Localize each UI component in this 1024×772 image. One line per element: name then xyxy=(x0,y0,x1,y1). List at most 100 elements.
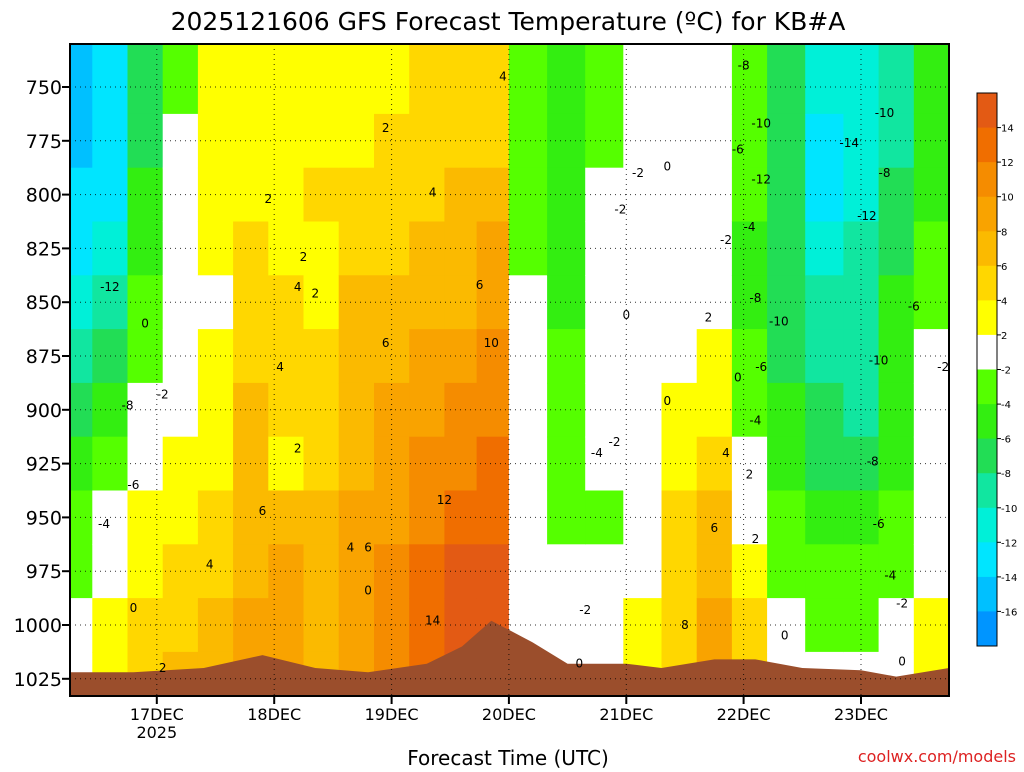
temperature-cell xyxy=(805,275,844,330)
temperature-cell xyxy=(92,44,129,115)
temperature-cell xyxy=(623,329,662,384)
colorbar-tick-label: 4 xyxy=(1001,296,1007,307)
contour-label: 2 xyxy=(300,250,308,264)
x-tick-label: 17DEC xyxy=(130,705,184,724)
y-tick-label: 1000 xyxy=(14,615,62,637)
contour-label: 0 xyxy=(364,584,372,598)
temperature-cell xyxy=(661,436,698,492)
x-tick-label: 21DEC xyxy=(599,705,653,724)
temperature-cell xyxy=(233,113,269,169)
temperature-cell xyxy=(268,221,305,276)
temperature-cell xyxy=(338,167,375,223)
temperature-cell xyxy=(476,44,510,115)
temperature-cell xyxy=(476,329,510,384)
temperature-cell xyxy=(409,436,445,492)
temperature-cell xyxy=(731,113,768,169)
temperature-cell xyxy=(508,544,548,599)
temperature-cell xyxy=(508,490,548,545)
temperature-cell xyxy=(508,329,548,384)
temperature-cell xyxy=(878,490,915,545)
plot-area xyxy=(70,44,949,696)
temperature-cell xyxy=(805,436,844,492)
temperature-cell xyxy=(585,167,624,223)
temperature-cell xyxy=(878,544,915,599)
temperature-cell xyxy=(805,382,844,438)
temperature-cell xyxy=(547,544,586,599)
colorbar-tick-label: 8 xyxy=(1001,227,1007,238)
temperature-cell xyxy=(508,436,548,492)
temperature-cell xyxy=(409,113,445,169)
temperature-cell xyxy=(547,44,586,115)
contour-label: 2 xyxy=(746,467,754,481)
temperature-cell xyxy=(696,436,733,492)
temperature-cell xyxy=(878,329,915,384)
temperature-cell xyxy=(338,382,375,438)
colorbar-swatch xyxy=(977,438,997,474)
colorbar-swatch xyxy=(977,93,997,129)
temperature-cell xyxy=(623,113,662,169)
temperature-cell xyxy=(409,329,445,384)
temperature-cell xyxy=(661,544,698,599)
colorbar-tick-label: -4 xyxy=(1001,400,1011,411)
contour-label: 12 xyxy=(437,493,452,507)
temperature-cell xyxy=(374,436,410,492)
temperature-cell xyxy=(338,275,375,330)
x-tick-label: 19DEC xyxy=(365,705,419,724)
contour-label: 0 xyxy=(734,371,742,385)
temperature-cell xyxy=(70,167,93,223)
temperature-cell xyxy=(268,490,305,545)
temperature-cell xyxy=(913,44,949,115)
colorbar-tick-label: 2 xyxy=(1001,331,1007,342)
temperature-cell xyxy=(623,490,662,545)
temperature-cell xyxy=(268,167,305,223)
temperature-cell xyxy=(623,221,662,276)
colorbar-swatch xyxy=(977,334,997,370)
temperature-cell xyxy=(731,44,768,115)
temperature-cell xyxy=(767,221,806,276)
contour-label: -4 xyxy=(98,517,110,531)
y-tick-label: 1025 xyxy=(14,669,62,691)
temperature-cell xyxy=(338,436,375,492)
temperature-cell xyxy=(233,382,269,438)
temperature-cell xyxy=(696,275,733,330)
temperature-cell xyxy=(805,44,844,115)
temperature-cell xyxy=(585,221,624,276)
temperature-cell xyxy=(268,598,305,653)
temperature-cell xyxy=(661,598,698,653)
temperature-cell xyxy=(696,167,733,223)
temperature-cell xyxy=(303,436,340,492)
contour-label: -6 xyxy=(873,517,885,531)
y-tick-label: 925 xyxy=(26,454,62,476)
temperature-cell xyxy=(70,113,93,169)
temperature-cell xyxy=(268,544,305,599)
temperature-cell xyxy=(409,44,445,115)
x-tick-label: 23DEC xyxy=(834,705,888,724)
temperature-cell xyxy=(374,221,410,276)
temperature-cell xyxy=(767,598,806,653)
temperature-cell xyxy=(508,382,548,438)
temperature-cell xyxy=(303,329,340,384)
temperature-cell xyxy=(233,490,269,545)
contour-label: -2 xyxy=(157,388,169,402)
colorbar-tick-label: -12 xyxy=(1001,538,1017,549)
temperature-cell xyxy=(878,221,915,276)
colorbar-swatch xyxy=(977,473,997,509)
temperature-cell xyxy=(767,544,806,599)
contour-label: 0 xyxy=(141,317,149,331)
temperature-cell xyxy=(696,44,733,115)
contour-label: 4 xyxy=(429,186,437,200)
colorbar-swatch xyxy=(977,196,997,232)
contour-label: 4 xyxy=(722,446,730,460)
temperature-cell xyxy=(913,167,949,223)
temperature-cell xyxy=(585,490,624,545)
temperature-cell xyxy=(547,382,586,438)
contour-label: -8 xyxy=(749,291,761,305)
temperature-cell xyxy=(547,113,586,169)
temperature-cell xyxy=(409,167,445,223)
contour-label: -2 xyxy=(614,203,626,217)
temperature-cell xyxy=(303,382,340,438)
temperature-cell xyxy=(197,44,234,115)
contour-label: 10 xyxy=(484,336,499,350)
colorbar-swatch xyxy=(977,611,997,647)
